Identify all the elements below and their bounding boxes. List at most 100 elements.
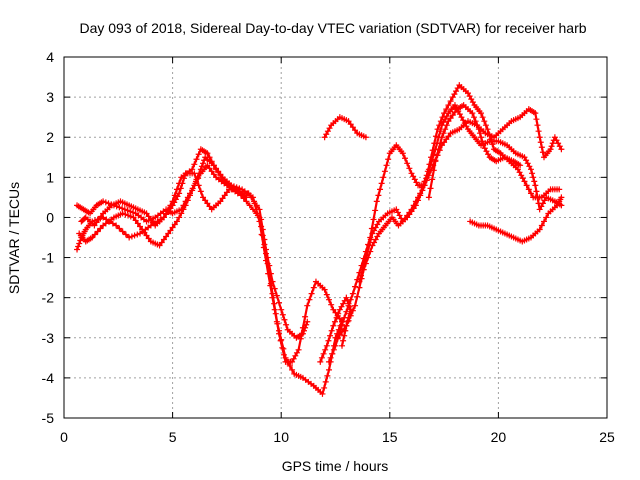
data-point (283, 321, 290, 328)
data-point (347, 121, 354, 128)
data-point (527, 166, 534, 173)
data-point (197, 166, 204, 173)
data-point (378, 180, 385, 187)
data-point (481, 118, 488, 125)
data-point (272, 310, 279, 317)
data-point (361, 260, 368, 267)
data-point (356, 284, 363, 291)
data-point (145, 213, 152, 220)
data-point (106, 218, 113, 225)
series-line (336, 107, 563, 339)
data-point (538, 203, 545, 210)
data-point (343, 308, 350, 315)
data-point (419, 184, 426, 191)
x-tick-label: 5 (169, 429, 177, 445)
data-point (338, 303, 345, 310)
data-series (74, 82, 565, 397)
data-point (343, 294, 350, 301)
data-point (163, 233, 170, 240)
data-point (536, 226, 543, 233)
data-point (362, 134, 369, 141)
data-point (347, 296, 354, 303)
data-point (558, 194, 565, 201)
data-point (371, 239, 378, 246)
data-point (330, 306, 337, 313)
data-point (366, 242, 373, 249)
data-point (549, 140, 556, 147)
series-track-4 (78, 170, 250, 229)
data-point (181, 175, 188, 182)
data-point (77, 237, 84, 244)
data-point (95, 216, 102, 223)
data-point (276, 330, 283, 337)
data-point (290, 355, 297, 362)
data-point (193, 156, 200, 163)
data-point (393, 206, 400, 213)
data-point (173, 218, 180, 225)
data-point (372, 224, 379, 231)
data-point (324, 372, 331, 379)
data-point (325, 358, 332, 365)
data-point (223, 189, 230, 196)
data-point (317, 358, 324, 365)
data-point (174, 193, 181, 200)
data-point (438, 134, 445, 141)
data-point (352, 302, 359, 309)
data-point (299, 324, 306, 331)
data-point (297, 335, 304, 342)
series-track-9 (467, 194, 565, 245)
series-line (327, 83, 561, 363)
data-point (319, 390, 326, 397)
data-point (425, 194, 432, 201)
data-point (102, 199, 109, 206)
data-point (210, 162, 217, 169)
data-point (485, 151, 492, 158)
data-point (150, 219, 157, 226)
data-point (217, 172, 224, 179)
data-point (143, 232, 150, 239)
data-point (451, 109, 458, 116)
data-point (427, 185, 434, 192)
data-point (443, 106, 450, 113)
data-point (445, 133, 452, 140)
data-point (356, 278, 363, 285)
x-tick-label: 10 (273, 429, 289, 445)
data-point (408, 170, 415, 177)
data-point (447, 115, 454, 122)
data-point (453, 88, 460, 95)
data-point (264, 260, 271, 267)
data-point (217, 198, 224, 205)
data-point (320, 350, 327, 357)
data-point (323, 291, 330, 298)
data-point (536, 134, 543, 141)
data-point (334, 334, 341, 341)
data-point (530, 174, 537, 181)
data-point (335, 310, 342, 317)
data-point (165, 208, 172, 215)
data-point (367, 236, 374, 243)
data-point (369, 230, 376, 237)
data-point (119, 228, 126, 235)
data-point (344, 318, 351, 325)
data-point (358, 272, 365, 279)
data-point (249, 194, 256, 201)
data-point (191, 161, 198, 168)
data-point (468, 96, 475, 103)
data-point (273, 292, 280, 299)
data-point (374, 221, 381, 228)
data-point (377, 186, 384, 193)
data-point (449, 94, 456, 101)
data-point (437, 128, 444, 135)
data-point (193, 176, 200, 183)
data-point (429, 176, 436, 183)
data-point (280, 351, 287, 358)
data-point (202, 197, 209, 204)
data-point (178, 210, 185, 217)
data-point (479, 138, 486, 145)
data-point (302, 313, 309, 320)
data-point (359, 266, 366, 273)
data-point (532, 182, 539, 189)
data-point (269, 290, 276, 297)
data-point (434, 152, 441, 159)
data-point (330, 322, 337, 329)
